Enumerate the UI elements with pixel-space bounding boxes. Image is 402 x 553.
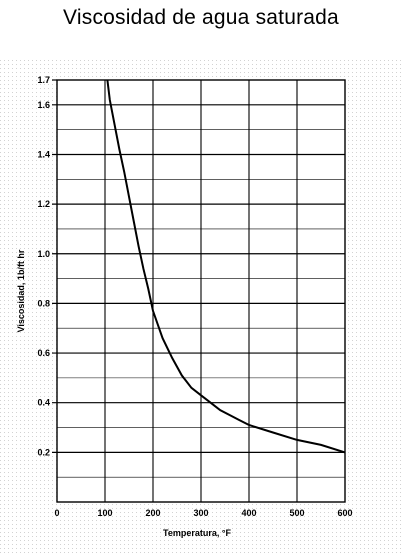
grid — [52, 79, 345, 502]
x-tick-label-600: 600 — [337, 508, 352, 518]
x-axis-label: Temperatura, °F — [163, 528, 231, 538]
y-tick-label-0.8: 0.8 — [37, 298, 50, 308]
x-tick-label-300: 300 — [193, 508, 208, 518]
y-axis-label: Viscosidad, 1b/ft hr — [16, 249, 26, 332]
page-title: Viscosidad de agua saturada — [63, 6, 339, 29]
x-tick-label-100: 100 — [97, 508, 112, 518]
y-tick-label-1: 1.0 — [37, 249, 50, 259]
plot-frame — [56, 79, 346, 503]
y-tick-label-1.2: 1.2 — [37, 199, 50, 209]
y-tick-label-0.4: 0.4 — [37, 398, 50, 408]
x-tick-label-500: 500 — [289, 508, 304, 518]
x-tick-label-200: 200 — [145, 508, 160, 518]
y-tick-label-1.7: 1.7 — [37, 75, 50, 85]
series-line-viscosity — [106, 79, 346, 454]
y-tick-label-1.4: 1.4 — [37, 149, 50, 159]
tick-labels: 0 100 200 300 400 500 600 0.2 0.4 0.6 0.8 1.0 1.2 1.4… — [37, 75, 352, 518]
y-tick-label-0.6: 0.6 — [37, 348, 50, 358]
x-tick-label-0: 0 — [54, 508, 59, 518]
y-tick-label-1.6: 1.6 — [37, 100, 50, 110]
x-tick-label-400: 400 — [241, 508, 256, 518]
y-tick-label-0.2: 0.2 — [37, 447, 50, 457]
